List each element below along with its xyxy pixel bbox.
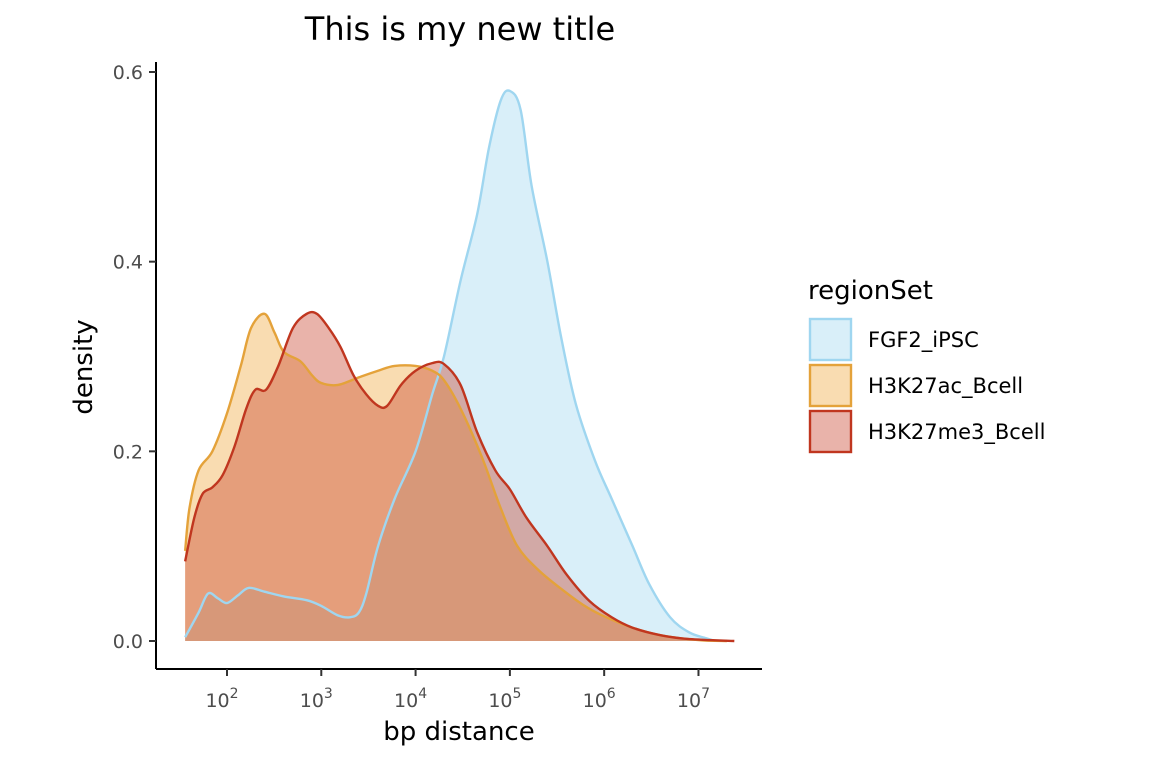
- x-tick-label: 102: [205, 686, 238, 712]
- density-line-h3k27ac-bcell: [183, 312, 727, 643]
- legend: regionSet FGF2_iPSC H3K27ac_Bcell H3K27me3…: [808, 276, 1045, 454]
- x-axis-title: bp distance: [383, 717, 534, 747]
- legend-label: H3K27me3_Bcell: [868, 420, 1045, 445]
- legend-key-background: [810, 411, 851, 452]
- density-area-fgf2-ipsc: [185, 90, 716, 641]
- chart-title: This is my new title: [304, 10, 615, 48]
- density-line-h3k27me3-bcell: [183, 310, 735, 643]
- legend-key-background: [810, 319, 851, 360]
- x-tick-label: 104: [394, 686, 427, 712]
- x-axis-ticks: 102 103 104 105 106 107: [205, 669, 710, 712]
- legend-label: FGF2_iPSC: [868, 328, 979, 353]
- plot-lines: [183, 89, 735, 643]
- y-axis-title: density: [69, 319, 99, 414]
- legend-label: H3K27ac_Bcell: [868, 374, 1023, 399]
- legend-key-fgf2-ipsc: [808, 317, 853, 362]
- density-area-h3k27ac-bcell: [185, 313, 727, 641]
- density-line-fgf2-ipsc: [184, 89, 716, 643]
- x-tick-label: 103: [300, 686, 333, 712]
- legend-title: regionSet: [808, 276, 933, 306]
- y-tick-label: 0.4: [113, 252, 143, 274]
- legend-key-h3k27me3-bcell: [808, 409, 853, 454]
- y-tick-label: 0.0: [113, 631, 143, 653]
- y-axis-ticks: 0.0 0.2 0.4 0.6: [113, 62, 156, 653]
- legend-key-background: [810, 365, 851, 406]
- legend-key-h3k27ac-bcell: [808, 363, 853, 408]
- legend-items: FGF2_iPSC H3K27ac_Bcell H3K27me3_Bcell: [808, 317, 1045, 454]
- density-area-h3k27me3-bcell: [185, 312, 735, 641]
- x-tick-label: 106: [583, 686, 616, 712]
- plot-areas: [185, 90, 735, 641]
- y-tick-label: 0.6: [113, 62, 143, 84]
- y-tick-label: 0.2: [113, 441, 143, 463]
- x-tick-label: 107: [677, 686, 710, 712]
- x-tick-label: 105: [488, 686, 521, 712]
